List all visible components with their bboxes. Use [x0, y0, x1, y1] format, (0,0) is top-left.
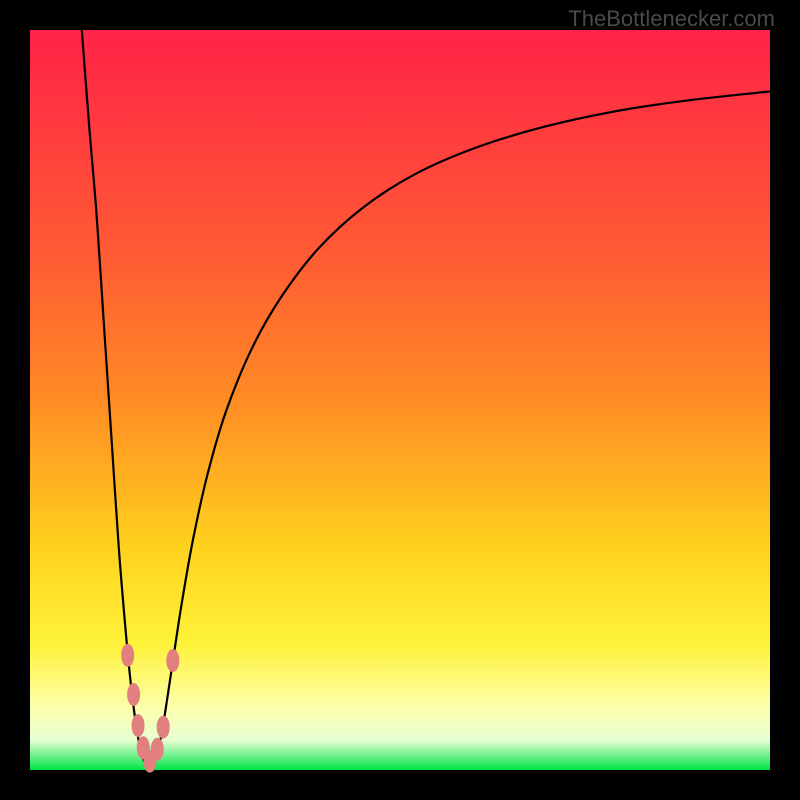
watermark-text: TheBottlenecker.com [568, 6, 775, 32]
bottleneck-curve [82, 30, 770, 768]
chart-frame: TheBottlenecker.com [0, 0, 800, 800]
bottleneck-marker [167, 649, 179, 671]
bottleneck-markers [122, 644, 179, 772]
bottleneck-marker [122, 644, 134, 666]
bottleneck-marker [128, 684, 140, 706]
bottleneck-marker [151, 738, 163, 760]
bottleneck-marker [132, 715, 144, 737]
bottleneck-curve-chart [0, 0, 800, 800]
bottleneck-marker [157, 716, 169, 738]
